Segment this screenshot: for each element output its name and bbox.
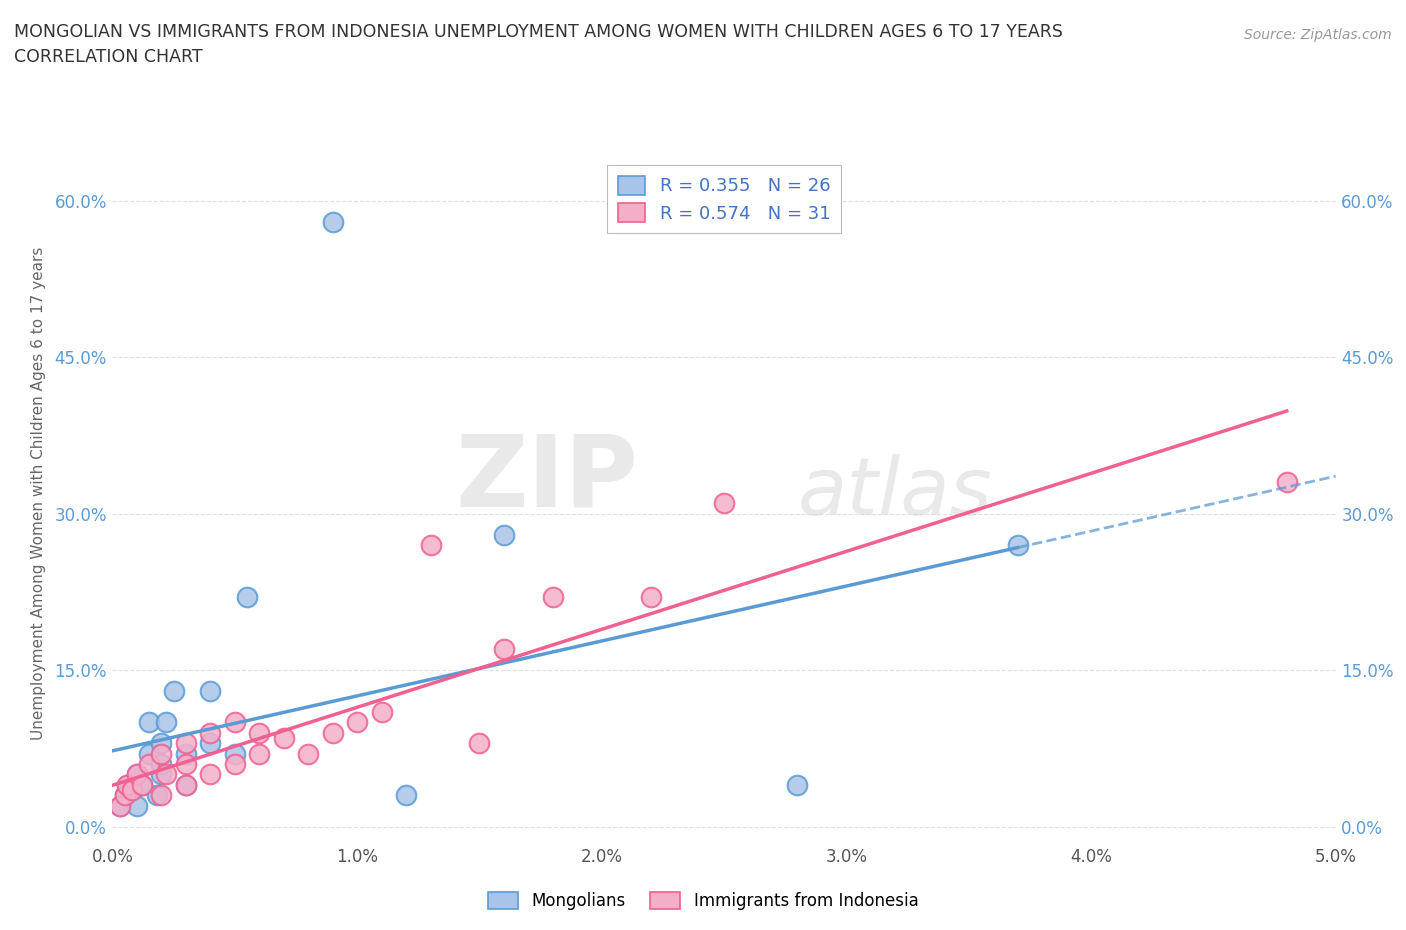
Point (125, 798, 148, 813)
Point (468, 736, 491, 751)
Point (138, 746, 160, 761)
Point (150, 757, 173, 772)
Legend: Mongolians, Immigrants from Indonesia: Mongolians, Immigrants from Indonesia (481, 885, 925, 917)
Point (115, 777, 138, 792)
Point (108, 798, 131, 813)
Point (150, 788, 173, 803)
Legend: R = 0.355   N = 26, R = 0.574   N = 31: R = 0.355 N = 26, R = 0.574 N = 31 (607, 165, 841, 233)
Point (150, 736, 173, 751)
Point (131, 777, 153, 792)
Point (174, 746, 197, 761)
Point (200, 725, 222, 740)
Point (200, 684, 222, 698)
Point (121, 783, 143, 798)
Point (492, 527, 515, 542)
Point (200, 736, 222, 751)
Text: CORRELATION CHART: CORRELATION CHART (14, 48, 202, 66)
Point (174, 736, 197, 751)
Point (138, 715, 160, 730)
Point (224, 715, 246, 730)
Point (395, 788, 418, 803)
Point (224, 757, 246, 772)
Point (370, 704, 392, 719)
Point (297, 746, 319, 761)
Point (155, 715, 177, 730)
Point (346, 715, 368, 730)
Point (1007, 538, 1029, 552)
Point (163, 684, 186, 698)
Point (492, 642, 515, 657)
Point (247, 746, 270, 761)
Point (145, 788, 167, 803)
Point (125, 767, 148, 782)
Point (541, 590, 564, 604)
Point (273, 730, 295, 745)
Point (786, 777, 808, 792)
Point (247, 725, 270, 740)
Y-axis label: Unemployment Among Women with Children Ages 6 to 17 years: Unemployment Among Women with Children A… (31, 246, 46, 739)
Point (419, 538, 441, 552)
Text: ZIP: ZIP (456, 431, 638, 527)
Point (1275, 475, 1298, 490)
Point (200, 767, 222, 782)
Point (115, 777, 138, 792)
Point (155, 767, 177, 782)
Point (114, 788, 136, 803)
Point (150, 746, 173, 761)
Point (125, 767, 148, 782)
Point (121, 783, 143, 798)
Point (174, 757, 197, 772)
Point (224, 746, 246, 761)
Point (114, 788, 136, 803)
Point (174, 777, 197, 792)
Text: atlas: atlas (797, 454, 993, 532)
Text: MONGOLIAN VS IMMIGRANTS FROM INDONESIA UNEMPLOYMENT AMONG WOMEN WITH CHILDREN AG: MONGOLIAN VS IMMIGRANTS FROM INDONESIA U… (14, 23, 1063, 41)
Text: Source: ZipAtlas.com: Source: ZipAtlas.com (1244, 28, 1392, 42)
Point (174, 777, 197, 792)
Point (131, 777, 153, 792)
Point (236, 590, 259, 604)
Point (108, 798, 131, 813)
Point (713, 496, 735, 511)
Point (640, 590, 662, 604)
Point (150, 767, 173, 782)
Point (322, 214, 344, 229)
Point (322, 725, 344, 740)
Point (138, 757, 160, 772)
